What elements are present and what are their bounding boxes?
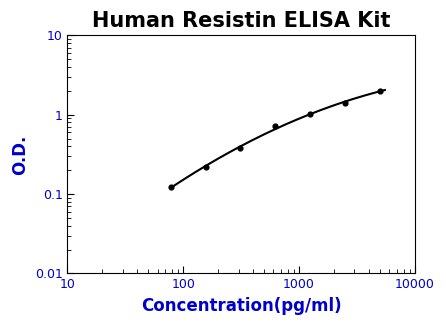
Title: Human Resistin ELISA Kit: Human Resistin ELISA Kit [92,11,390,31]
Point [237,145,244,151]
Point [272,124,279,129]
Y-axis label: O.D.: O.D. [11,134,29,175]
Point [167,185,174,190]
Point [307,111,314,117]
Point [342,100,349,105]
Point [202,164,209,170]
Point [376,88,384,94]
X-axis label: Concentration(pg/ml): Concentration(pg/ml) [141,297,342,315]
